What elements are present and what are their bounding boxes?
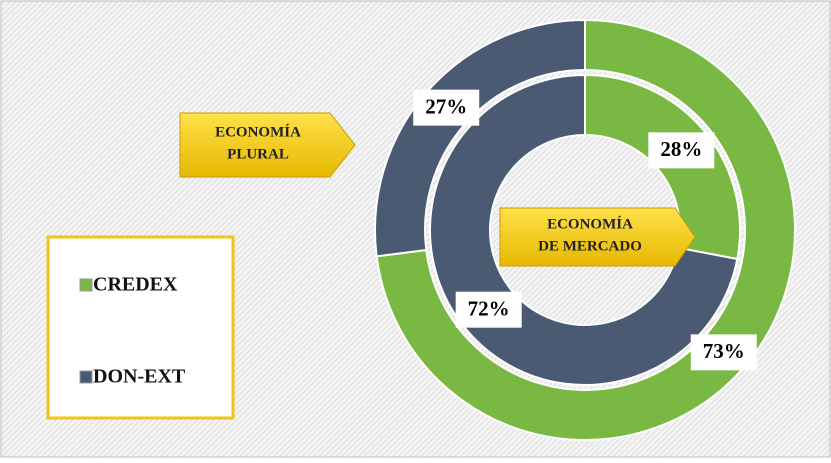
legend-box [46, 235, 235, 420]
annotation: PLURAL [227, 146, 289, 162]
donut-segment [375, 18, 796, 441]
data-label-box [690, 334, 757, 371]
legend-label: DON-EXT [93, 366, 186, 388]
data-label: 73% [703, 339, 745, 363]
data-label-box [413, 89, 480, 126]
legend-label: CREDEX [93, 274, 178, 296]
data-label: 27% [425, 94, 467, 118]
annotation: DE MERCADO [538, 238, 642, 254]
callouts [179, 112, 696, 267]
annotation: ECONOMÍA [547, 215, 633, 232]
legend-swatch [79, 278, 93, 292]
data-label-box [455, 291, 522, 328]
data-label: 28% [660, 137, 702, 161]
data-label: 72% [468, 296, 510, 320]
callout-shape [499, 207, 696, 267]
annotation: ECONOMÍA [215, 123, 301, 140]
donut-segment [374, 18, 586, 258]
data-label-box [648, 132, 715, 169]
legend-swatch [79, 370, 93, 384]
callout-shape [179, 112, 356, 178]
